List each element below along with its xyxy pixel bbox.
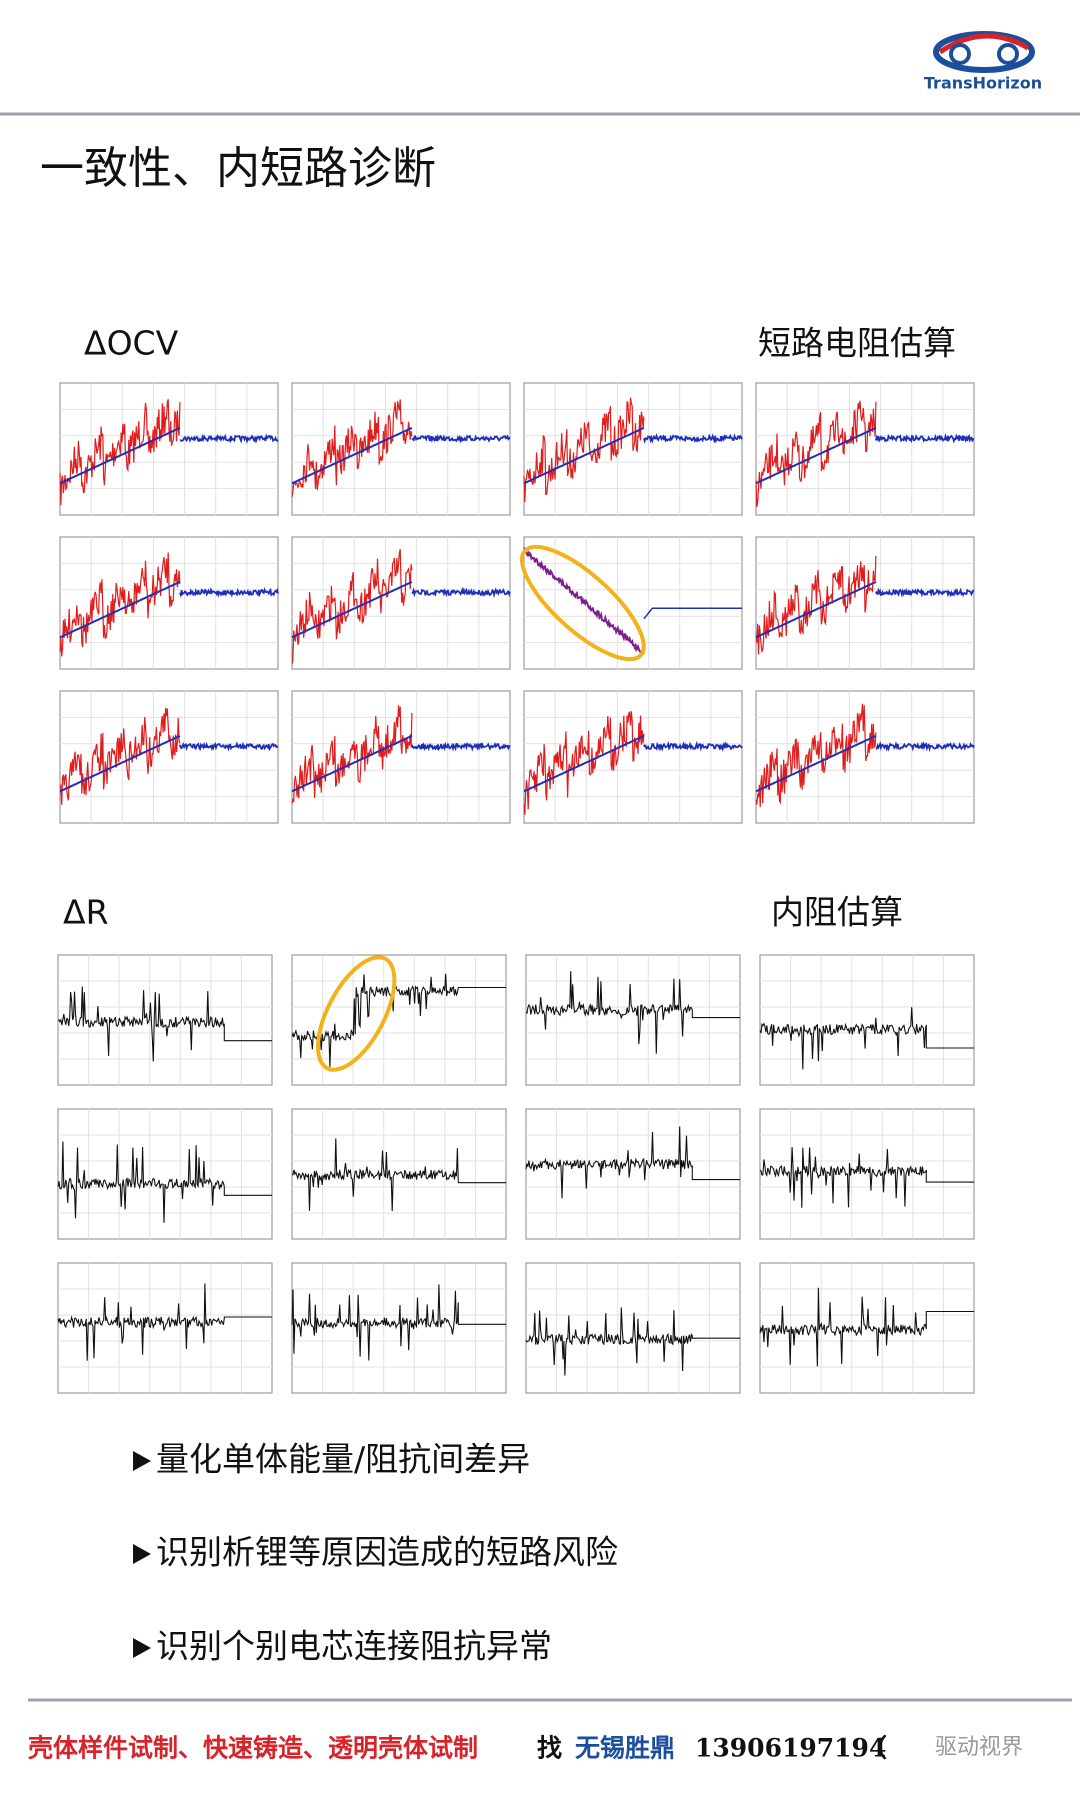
bullet: 识别析锂等原因造成的短路风险 [156, 1533, 618, 1572]
plot-line [411, 741, 511, 752]
plot-line [291, 973, 506, 1068]
footer-services: 壳体样件试制、快速铸造、透明壳体试制 [27, 1734, 478, 1763]
plot-frame [59, 690, 279, 824]
plot-line [875, 432, 975, 444]
plot-frame [291, 954, 507, 1086]
plot-line [57, 1283, 272, 1361]
bullet: 识别个别电芯连接阻抗异常 [156, 1627, 552, 1666]
plot-line [291, 705, 413, 804]
section-caption: 内阻估算 [771, 893, 903, 932]
plot-line [523, 427, 645, 485]
footer-verb: 找 [537, 1734, 562, 1763]
plot-line [291, 549, 413, 664]
plot-line [59, 399, 181, 506]
plot-line [755, 581, 877, 639]
plot-line [291, 399, 413, 498]
watermark: 驱动视界 [935, 1735, 1023, 1760]
plot-frame [57, 1108, 273, 1240]
plot-line [523, 397, 645, 503]
plot-line [525, 971, 740, 1054]
plot-frame [59, 382, 279, 516]
plot-line [755, 703, 877, 808]
slide-title: 一致性、内短路诊断 [40, 143, 436, 194]
plot-line [291, 427, 413, 485]
plot-line [59, 552, 181, 657]
logo: TransHorizon [924, 31, 1042, 93]
plot-line [179, 586, 279, 598]
footer-paren: （ [862, 1734, 887, 1763]
plot-line [411, 433, 511, 444]
plot-line [57, 1141, 272, 1223]
plot-line [59, 735, 181, 793]
highlight [316, 955, 397, 1072]
plot-frame [291, 536, 511, 670]
plot-frame [57, 954, 273, 1086]
plot-line [291, 1138, 506, 1212]
section-label: ΔR [63, 893, 109, 932]
plot-line [755, 427, 877, 485]
plot-frame [525, 1108, 741, 1240]
plot-line [59, 581, 181, 639]
plot-frame [291, 1108, 507, 1240]
plot-line [755, 555, 877, 655]
plot-line [525, 1307, 740, 1376]
plot-line [523, 711, 645, 815]
highlight [519, 544, 646, 662]
section-caption: 短路电阻估算 [758, 324, 956, 363]
plot-line [179, 741, 279, 752]
plot-line [523, 547, 645, 655]
plot-line [759, 1007, 974, 1070]
plot-line [59, 707, 181, 805]
plot-line [759, 1287, 974, 1367]
bullet: 量化单体能量/阻抗间差异 [156, 1440, 530, 1479]
footer-company: 无锡胜鼎 [575, 1734, 675, 1763]
plot-frame [755, 382, 975, 516]
plot-frame [759, 954, 975, 1086]
plot-frame [525, 954, 741, 1086]
plot-line [179, 433, 279, 444]
section-label: ΔOCV [84, 324, 179, 363]
footer-phone: 13906197194 [695, 1734, 886, 1763]
plot-line [875, 741, 975, 753]
logo-text: TransHorizon [924, 74, 1042, 93]
plot-grid [57, 382, 975, 1394]
plot-line [643, 433, 743, 444]
plot-line [411, 586, 511, 599]
plot-line [525, 1126, 740, 1199]
plot-frame [291, 382, 511, 516]
plot-line [57, 986, 272, 1062]
plot-line [759, 1147, 974, 1208]
plot-line [755, 735, 877, 793]
plot-frame [523, 536, 743, 670]
plot-line [643, 607, 742, 620]
plot-frame [291, 690, 511, 824]
plot-line [755, 400, 877, 508]
plot-line [291, 735, 413, 793]
plot-line [59, 427, 181, 485]
plot-frame [291, 1262, 507, 1394]
plot-line [291, 581, 413, 639]
plot-line [291, 1284, 506, 1361]
plot-line [523, 735, 645, 793]
plot-line [875, 587, 975, 598]
plot-line [643, 740, 743, 752]
plot-frame [759, 1108, 975, 1240]
bullets: 量化单体能量/阻抗间差异 识别析锂等原因造成的短路风险 识别个别电芯连接阻抗异常 [133, 1440, 618, 1666]
